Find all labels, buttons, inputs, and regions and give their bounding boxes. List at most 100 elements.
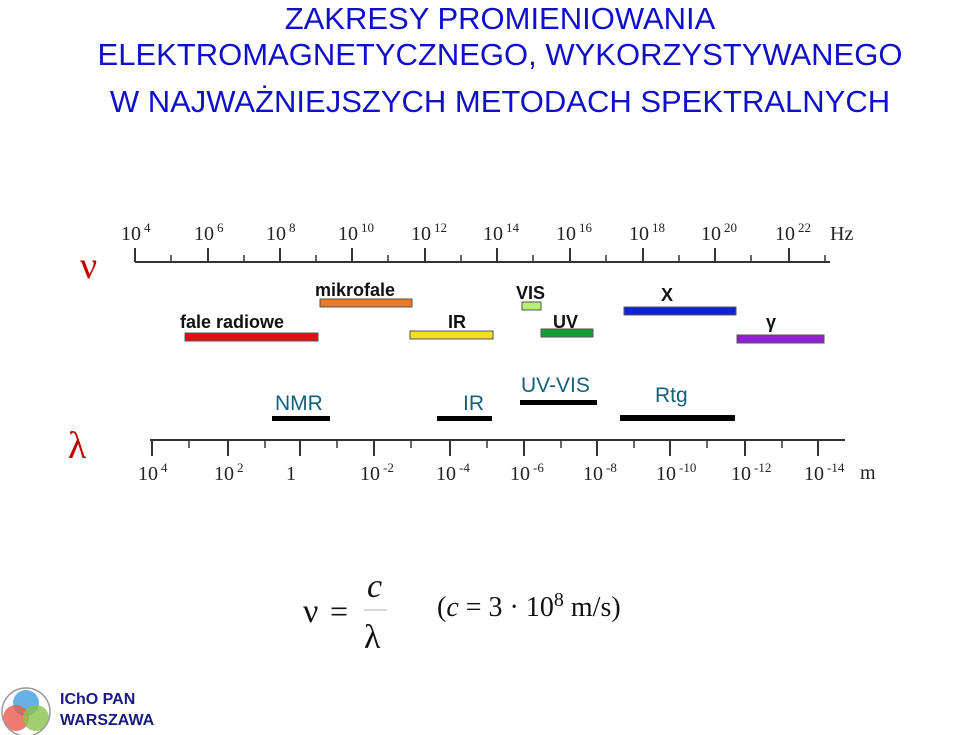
band-label: mikrofale <box>315 280 395 300</box>
band-label: X <box>661 285 673 305</box>
exponent: 20 <box>724 220 737 235</box>
exponent: 2 <box>237 460 244 475</box>
base: 10 <box>510 463 530 485</box>
base: 10 <box>194 223 214 245</box>
exponent: 18 <box>652 220 665 235</box>
method-label: IR <box>463 392 484 415</box>
wavelength-tick-label: 10 4 <box>138 460 168 485</box>
base: 10 <box>556 223 576 245</box>
base: 10 <box>701 223 721 245</box>
wavelength-tick-label: 10 -8 <box>583 460 617 485</box>
exponent: 6 <box>217 220 224 235</box>
method-bar <box>520 400 597 405</box>
paren: ( <box>437 592 446 623</box>
formula-lhs: ν <box>303 593 318 630</box>
freq-tick-label: 10 10 <box>338 220 374 245</box>
freq-tick-label: 10 14 <box>483 220 520 245</box>
band-bar <box>319 298 413 308</box>
band-label: IR <box>448 312 466 332</box>
formula-denominator: λ <box>364 619 381 656</box>
band-bar <box>184 332 319 342</box>
exponent: -12 <box>754 460 771 475</box>
base: 10 <box>483 223 503 245</box>
wavelength-tick-label: 10 -10 <box>656 460 696 485</box>
method-label: UV-VIS <box>521 374 590 397</box>
base: 10 <box>629 223 649 245</box>
wavelength-unit: m <box>860 462 876 484</box>
exponent: 12 <box>434 220 447 235</box>
band-label: UV <box>553 312 578 332</box>
exponent: 8 <box>289 220 296 235</box>
exponent: 10 <box>361 220 374 235</box>
org: IChO PAN <box>60 691 135 708</box>
base: 10 <box>138 463 158 485</box>
title-line: W NAJWAŻNIEJSZYCH METODACH SPEKTRALNYCH <box>110 84 890 119</box>
method-label: Rtg <box>655 384 688 407</box>
wavelength-tick-label: 10 -14 <box>804 460 845 485</box>
lambda-symbol: λ <box>68 425 87 467</box>
exponent: -6 <box>533 460 544 475</box>
base: 10 <box>360 463 380 485</box>
base: 10 <box>436 463 456 485</box>
exponent: 4 <box>161 460 168 475</box>
band-bar <box>540 328 594 338</box>
band-bar <box>409 330 494 340</box>
wavelength-tick-label: 10 2 <box>214 460 244 485</box>
band-bar <box>623 306 737 316</box>
logo <box>1 687 51 735</box>
freq-unit: Hz <box>830 223 853 245</box>
exponent: -14 <box>827 460 845 475</box>
value: = 3 · 10 <box>459 592 554 623</box>
city: WARSZAWA <box>60 712 155 729</box>
freq-tick-label: 10 22 <box>775 220 811 245</box>
base: 10 <box>266 223 286 245</box>
title-line: ELEKTROMAGNETYCZNEGO, WYKORZYSTYWANEGO <box>98 37 903 72</box>
band-label: fale radiowe <box>180 312 284 332</box>
method-bar <box>272 416 330 421</box>
freq-tick-label: 10 8 <box>266 220 296 245</box>
base: 10 <box>731 463 751 485</box>
wavelength-tick-label: 10 -12 <box>731 460 771 485</box>
exponent: 8 <box>554 589 564 611</box>
unit: m/s) <box>564 592 621 623</box>
exponent: 14 <box>506 220 520 235</box>
freq-tick-label: 10 18 <box>629 220 665 245</box>
formula-numerator: c <box>367 568 382 605</box>
freq-tick-label: 10 6 <box>194 220 224 245</box>
band-label: γ <box>766 312 776 332</box>
wavelength-tick-label: 1 <box>286 463 296 485</box>
method-label: NMR <box>275 392 323 415</box>
exponent: -2 <box>383 460 394 475</box>
freq-tick-label: 10 4 <box>121 220 151 245</box>
band-bar <box>736 334 825 344</box>
base: 10 <box>338 223 358 245</box>
base: 10 <box>411 223 431 245</box>
base: 10 <box>214 463 234 485</box>
title-line: ZAKRESY PROMIENIOWANIA <box>285 1 716 36</box>
wavelength-tick-label: 10 -6 <box>510 460 544 485</box>
exponent: -4 <box>459 460 470 475</box>
method-bar <box>620 415 735 421</box>
band-bar <box>521 301 542 311</box>
wavelength-tick-label: 10 -4 <box>436 460 470 485</box>
exponent: 22 <box>798 220 811 235</box>
band-label: VIS <box>516 283 545 303</box>
base: 10 <box>804 463 824 485</box>
exponent: 16 <box>579 220 593 235</box>
base: 10 <box>775 223 795 245</box>
freq-tick-label: 10 20 <box>701 220 737 245</box>
wavelength-tick-label: 10 -2 <box>360 460 394 485</box>
base: 10 <box>583 463 603 485</box>
formula-eq: = <box>330 593 348 629</box>
var: c <box>446 592 459 623</box>
exponent: 4 <box>144 220 151 235</box>
freq-tick-label: 10 16 <box>556 220 593 245</box>
nu-symbol: ν <box>80 245 97 287</box>
base: 10 <box>121 223 141 245</box>
freq-tick-label: 10 12 <box>411 220 447 245</box>
exponent: -10 <box>679 460 696 475</box>
exponent: -8 <box>606 460 617 475</box>
base: 1 <box>286 463 296 485</box>
base: 10 <box>656 463 676 485</box>
